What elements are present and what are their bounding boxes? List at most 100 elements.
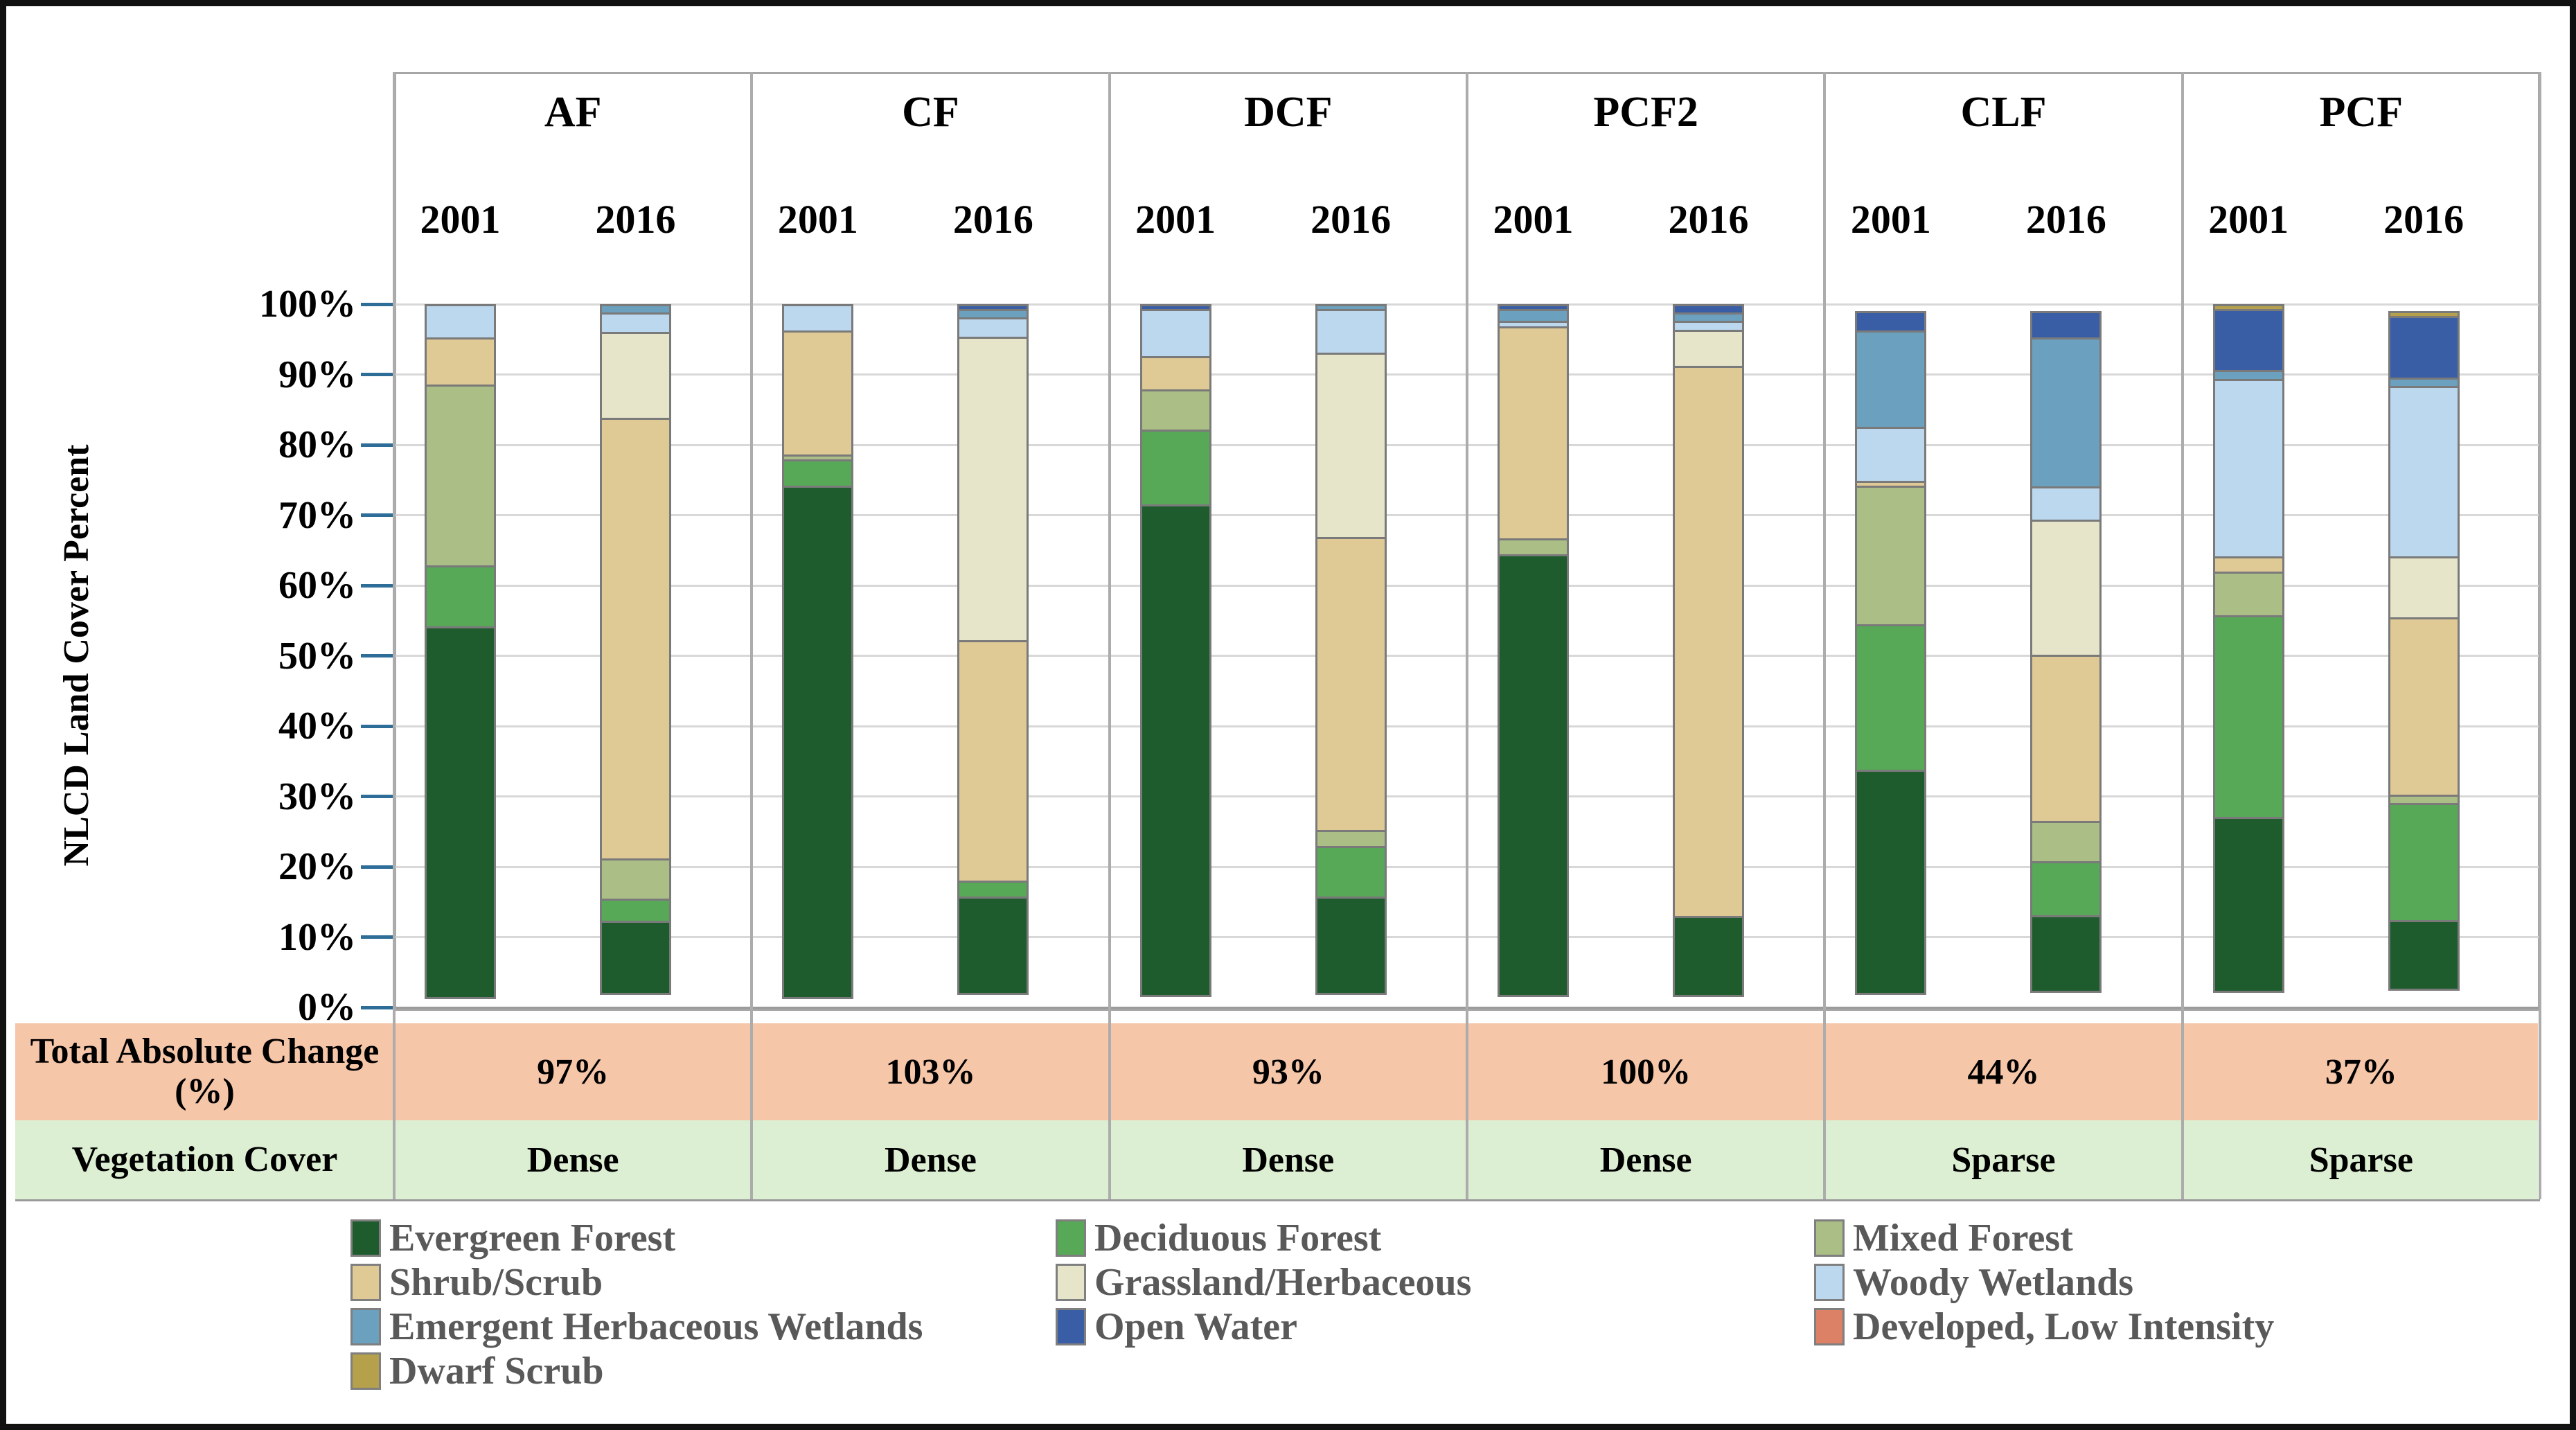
bar-segment-df	[1855, 624, 1927, 773]
bar-segment-ss	[782, 330, 854, 457]
stacked-bar	[599, 304, 672, 1007]
y-tick-mark	[361, 724, 393, 728]
bar-segment-ehw	[2030, 337, 2102, 488]
bar-segment-mf	[1315, 830, 1387, 848]
legend-item: Evergreen Forest	[350, 1217, 675, 1259]
group-separator	[750, 72, 754, 1199]
stacked-bar	[2212, 304, 2284, 1007]
legend-swatch-eg	[350, 1219, 381, 1257]
y-tick-label: 100%	[259, 283, 356, 326]
bar-segment-eg	[599, 921, 672, 995]
bar-segment-ww	[957, 317, 1029, 339]
year-label: 2016	[2383, 197, 2464, 242]
legend-item: Developed, Low Intensity	[1814, 1306, 2274, 1348]
y-tick-mark	[361, 795, 393, 798]
legend-swatch-ds	[350, 1352, 381, 1390]
bar-segment-ss	[424, 337, 497, 387]
bar-segment-ss	[1497, 326, 1570, 541]
legend-label: Developed, Low Intensity	[1853, 1305, 2275, 1348]
change-value-cell: 44%	[1967, 1052, 2040, 1092]
y-tick-label: 20%	[278, 845, 356, 888]
bar-segment-gh	[1315, 353, 1387, 540]
legend-label: Woody Wetlands	[1853, 1261, 2134, 1304]
bar-segment-eg	[1855, 770, 1927, 995]
vegcover-value-cell: Dense	[1599, 1140, 1692, 1180]
group-separator	[1823, 72, 1827, 1199]
change-value-cell: 93%	[1252, 1052, 1324, 1092]
stacked-bar	[782, 304, 854, 1007]
y-tick-label: 40%	[278, 705, 356, 748]
year-label: 2001	[420, 197, 501, 242]
change-row	[15, 1023, 2538, 1120]
year-label: 2016	[595, 197, 676, 242]
bar-segment-eg	[2388, 920, 2460, 991]
group-separator	[393, 72, 396, 1199]
year-label: 2016	[952, 197, 1033, 242]
bar-segment-mf	[1855, 486, 1927, 626]
y-tick-mark	[361, 865, 393, 869]
bar-segment-eg	[782, 486, 854, 999]
legend-swatch-dli	[1814, 1308, 1845, 1345]
bar-segment-gh	[2388, 556, 2460, 619]
y-tick-label: 30%	[278, 775, 356, 818]
group-separator	[1466, 72, 1468, 1199]
bar-segment-ww	[782, 304, 854, 333]
y-tick-label: 60%	[278, 564, 356, 607]
bar-segment-ow	[1855, 311, 1927, 333]
year-label: 2001	[2208, 197, 2289, 242]
bar-segment-ww	[2388, 385, 2460, 558]
bar-segment-eg	[1139, 504, 1211, 997]
legend-label: Shrub/Scrub	[389, 1261, 603, 1304]
legend-swatch-gh	[1056, 1264, 1086, 1301]
bar-segment-df	[782, 459, 854, 488]
bar-segment-eg	[2030, 915, 2102, 993]
vegcover-value-cell: Sparse	[2309, 1140, 2413, 1180]
y-tick-mark	[361, 513, 393, 517]
legend-label: Evergreen Forest	[389, 1217, 676, 1260]
bar-segment-ss	[599, 417, 672, 860]
y-tick-mark	[361, 1005, 393, 1009]
y-tick-mark	[361, 302, 393, 306]
bar-segment-eg	[1672, 916, 1745, 997]
legend-label: Deciduous Forest	[1094, 1217, 1382, 1260]
site-header: AF	[544, 89, 602, 136]
y-tick-mark	[361, 654, 393, 657]
change-value-cell: 97%	[537, 1052, 610, 1092]
bar-segment-gh	[599, 331, 672, 420]
legend-swatch-ow	[1056, 1308, 1086, 1345]
vegcover-value-cell: Dense	[526, 1140, 619, 1180]
legend-label: Emergent Herbaceous Wetlands	[389, 1305, 923, 1348]
bar-segment-ow	[2030, 311, 2102, 339]
site-header: DCF	[1244, 89, 1333, 136]
legend-swatch-ehw	[350, 1308, 381, 1345]
bar-segment-mf	[2030, 821, 2102, 864]
bar-segment-ow	[2388, 316, 2460, 380]
legend-swatch-ww	[1814, 1264, 1845, 1301]
legend-item: Emergent Herbaceous Wetlands	[350, 1306, 923, 1348]
bar-segment-df	[599, 898, 672, 924]
bar-segment-mf	[2212, 571, 2284, 617]
bar-segment-gh	[957, 336, 1029, 643]
change-value-cell: 103%	[885, 1052, 976, 1092]
vegcover-value-cell: Dense	[1242, 1140, 1335, 1180]
bar-segment-eg	[957, 896, 1029, 995]
bar-segment-ss	[2388, 617, 2460, 797]
bar-segment-ww	[424, 304, 497, 339]
bar-segment-ww	[599, 312, 672, 334]
legend-label: Dwarf Scrub	[389, 1350, 604, 1393]
vegcover-value-cell: Dense	[885, 1140, 977, 1180]
y-tick-mark	[361, 935, 393, 939]
bar-segment-ss	[1315, 537, 1387, 833]
stacked-bar	[1855, 311, 1927, 1007]
bar-segment-ehw	[1855, 330, 1927, 429]
bar-segment-eg	[424, 626, 497, 999]
y-tick-mark	[361, 443, 393, 447]
site-header: CF	[902, 89, 959, 136]
year-label: 2016	[1311, 197, 1392, 242]
legend-label: Open Water	[1094, 1305, 1297, 1348]
bar-segment-gh	[2030, 519, 2102, 657]
year-label: 2001	[1493, 197, 1574, 242]
bar-segment-ss	[1672, 366, 1745, 919]
legend-label: Mixed Forest	[1853, 1217, 2073, 1260]
bar-segment-df	[2212, 615, 2284, 820]
